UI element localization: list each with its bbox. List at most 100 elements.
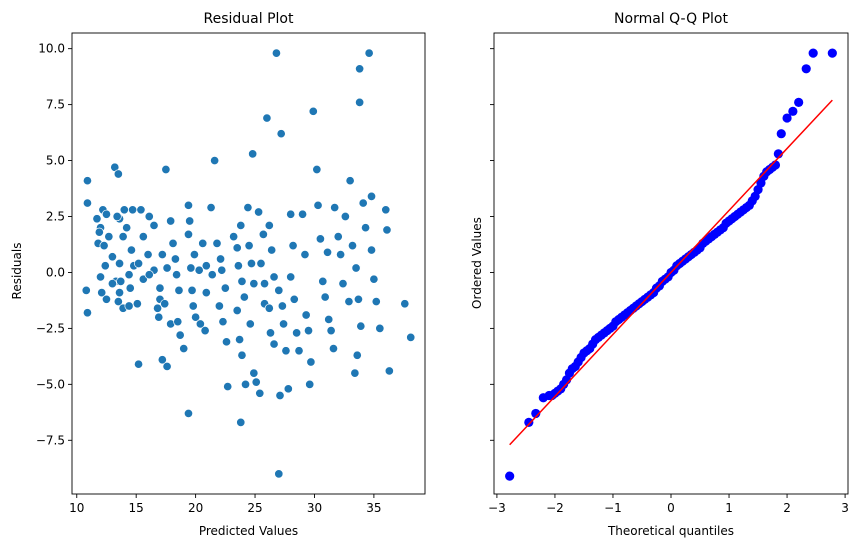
residual-plot-point (275, 390, 285, 401)
qq-plot-point (782, 113, 792, 123)
residual-plot-point (126, 245, 136, 255)
residual-plot-point (315, 234, 325, 244)
residual-plot-point (144, 211, 154, 222)
residual-plot-point (185, 216, 195, 226)
qq-plot-point (788, 106, 798, 116)
residual-plot-point (259, 279, 270, 289)
residual-plot-point (381, 205, 391, 215)
residual-plot-point (355, 97, 365, 107)
residual-plot-point (107, 252, 117, 262)
residual-plot-point (237, 350, 247, 360)
residual-plot-point (113, 296, 123, 307)
residual-plot-x-tick-label: 35 (366, 501, 381, 515)
residual-plot-point (174, 285, 184, 295)
residual-plot-point (233, 261, 243, 271)
residual-plot-point (366, 245, 377, 255)
residual-plot-point (271, 48, 281, 58)
residual-plot-point (366, 191, 377, 201)
qq-plot-y-ticks (490, 48, 494, 441)
residual-plot-point (118, 232, 128, 242)
residual-plot-point (269, 272, 279, 282)
residual-plot-y-tick-label: −2.5 (36, 321, 65, 335)
residual-plot-point (264, 220, 274, 231)
residual-plot-point (187, 285, 197, 295)
residual-plot-point (356, 321, 366, 331)
residual-plot-point (122, 223, 132, 233)
residual-plot-point (183, 200, 194, 210)
residual-plot-point (274, 469, 284, 479)
residual-plot-point (218, 317, 228, 327)
residual-plot-point (143, 249, 153, 260)
residual-plot-point (138, 232, 148, 242)
residual-plot-point (206, 203, 216, 213)
residual-plot-point (313, 200, 323, 210)
residual-plot-point (101, 209, 112, 219)
residual-plot-point (312, 164, 322, 175)
residual-plot-x-tick-label: 30 (307, 501, 322, 515)
residual-plot-y-tick-label: −5.0 (36, 377, 65, 391)
residual-plot-point (107, 279, 117, 289)
residual-plot-point (351, 263, 361, 273)
residual-plot-point (124, 270, 134, 280)
residual-plot-point (251, 377, 261, 387)
residual-plot-point (355, 64, 365, 74)
residual-plot-point (277, 301, 287, 311)
residual-plot-point (375, 323, 385, 333)
residual-plot-point (124, 301, 134, 311)
residual-plot-point (306, 357, 316, 367)
qq-plot-x-tick-label: 2 (783, 501, 791, 515)
residual-plot-point (173, 317, 183, 327)
residual-plot-point (217, 265, 227, 275)
residual-plot-point (191, 312, 201, 322)
residual-plot-point (134, 258, 144, 269)
residual-plot-point (104, 232, 114, 242)
residual-plot-points (81, 48, 416, 479)
residual-plot-point (175, 330, 185, 340)
residual-plot-point (322, 247, 333, 257)
qq-plot-x-tick-label: 1 (725, 501, 733, 515)
residual-plot-panel: Residual Plot Predicted Values Residuals… (10, 11, 426, 538)
residual-plot-frame (71, 32, 426, 495)
residual-plot-point (100, 261, 110, 271)
residual-plot-point (114, 288, 125, 298)
residual-plot-point (352, 350, 362, 360)
qq-plot-point (524, 417, 534, 427)
residual-plot-point (170, 254, 180, 264)
residual-plot-point (338, 279, 348, 289)
residual-plot-point (82, 308, 93, 318)
residual-plot-point (400, 299, 410, 309)
residual-plot-point (157, 355, 167, 365)
residual-plot-point (361, 223, 371, 233)
residual-plot-point (160, 299, 170, 309)
residual-plot-point (406, 332, 416, 342)
residual-plot-point (207, 270, 217, 280)
residual-plot-point (249, 279, 259, 289)
residual-plot-point (136, 205, 146, 215)
residual-plot-point (382, 225, 392, 235)
residual-plot-point (214, 301, 224, 311)
residual-plot-point (279, 319, 289, 329)
residual-plot-point (154, 312, 164, 322)
residual-plot-point (195, 319, 205, 329)
residual-plot-point (183, 229, 194, 239)
residual-plot-point (369, 274, 379, 284)
qq-plot-point (776, 129, 786, 139)
residual-plot-point (281, 346, 291, 356)
residual-plot-point (81, 285, 91, 295)
residual-plot-point (246, 258, 257, 269)
residual-plot-point (236, 417, 246, 427)
residual-plot-point (155, 283, 165, 293)
qq-plot-point (531, 408, 541, 419)
qq-plot-x-tick-label: 3 (841, 501, 849, 515)
qq-plot-points (505, 48, 837, 481)
residual-plot-point (149, 220, 159, 231)
residual-plot-point (294, 346, 304, 356)
residual-plot-point (236, 220, 246, 231)
residual-plot-y-tick-label: 5.0 (46, 154, 65, 168)
residual-plot-point (320, 292, 330, 302)
residual-plot-point (254, 207, 264, 217)
residual-plot-point (264, 303, 274, 313)
residual-plot-x-tick-label: 25 (247, 501, 262, 515)
residual-plot-point (161, 164, 171, 175)
residual-plot-y-tick-label: 2.5 (46, 210, 65, 224)
